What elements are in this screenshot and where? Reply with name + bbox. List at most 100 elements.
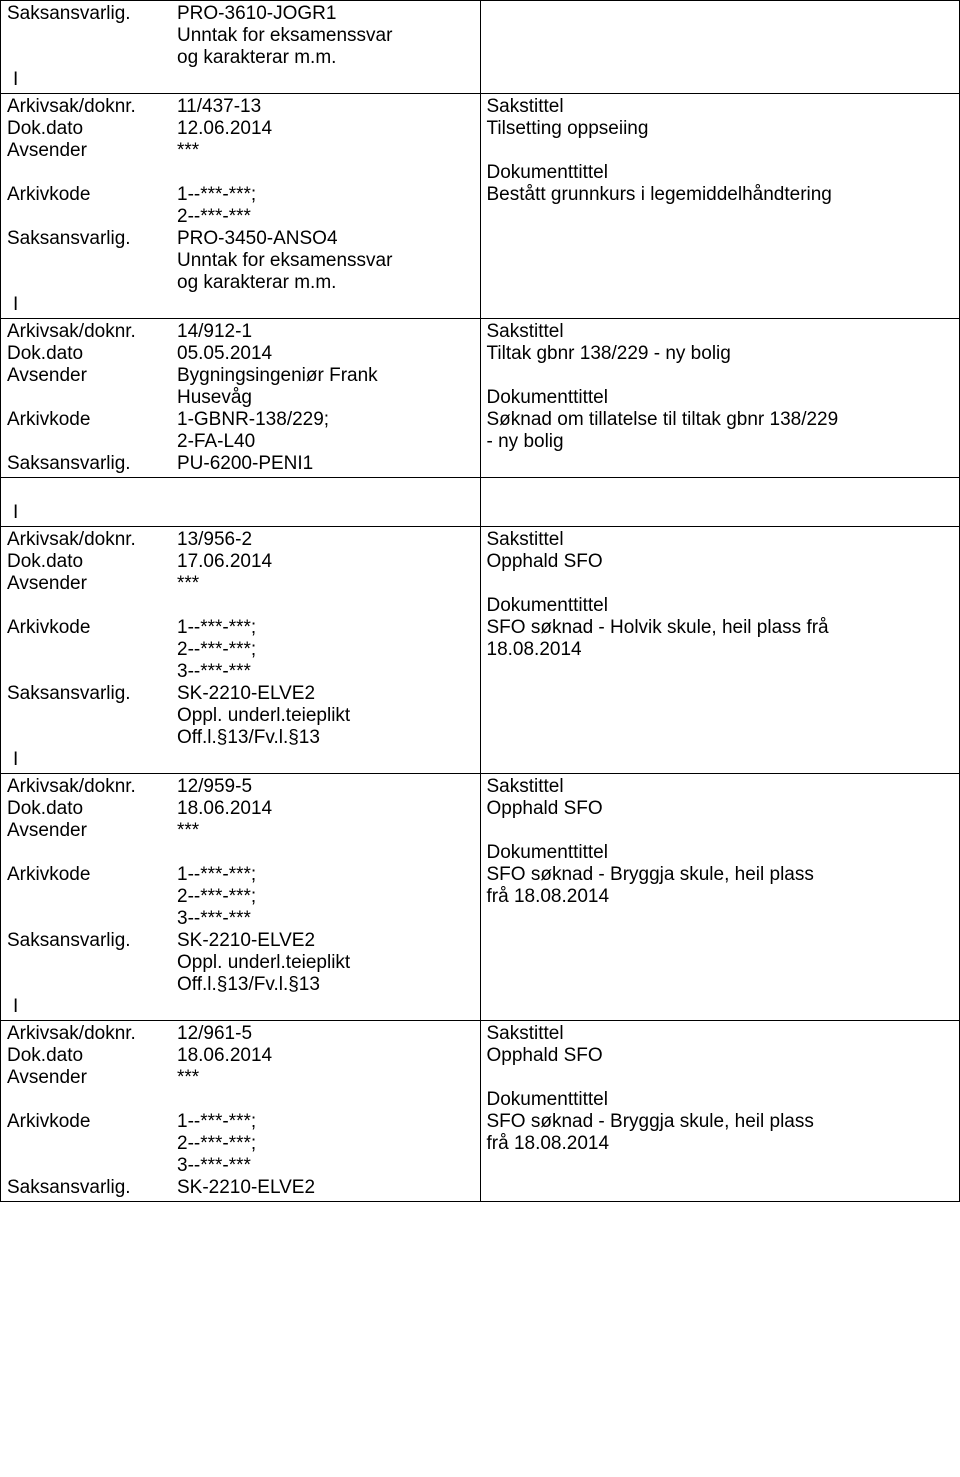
- dokumenttittel-label: Dokumenttittel: [487, 595, 954, 617]
- doktittel-line: frå 18.08.2014: [487, 886, 954, 908]
- post-line: Off.l.§13/Fv.l.§13: [177, 974, 320, 996]
- saksansvarlig-label: Saksansvarlig.: [7, 453, 177, 475]
- avsender-value: ***: [177, 820, 199, 842]
- I-marker: I: [7, 749, 474, 771]
- saksansvarlig-value: SK-2210-ELVE2: [177, 930, 315, 952]
- sakstittel-value: Tilsetting oppseiing: [487, 118, 954, 140]
- dokdato-value: 12.06.2014: [177, 118, 272, 140]
- record-0-pre-left: Saksansvarlig. PRO-3610-JOGR1 Unntak for…: [1, 1, 481, 94]
- dokdato-value: 05.05.2014: [177, 343, 272, 365]
- arkivsak-label: Arkivsak/doknr.: [7, 529, 177, 551]
- sakstittel-label: Sakstittel: [487, 776, 954, 798]
- arkivkode-value: 1--***-***;: [177, 1111, 256, 1133]
- dokdato-label: Dok.dato: [7, 798, 177, 820]
- post-line: Off.l.§13/Fv.l.§13: [177, 727, 320, 749]
- avsender-value: ***: [177, 1067, 199, 1089]
- arkivkode-label: Arkivkode: [7, 864, 177, 886]
- saksansvarlig-value: SK-2210-ELVE2: [177, 683, 315, 705]
- record-1-right: Sakstittel Tiltak gbnr 138/229 - ny boli…: [480, 319, 960, 478]
- arkivsak-value: 12/961-5: [177, 1023, 252, 1045]
- arkivsak-label: Arkivsak/doknr.: [7, 776, 177, 798]
- pre-line: Unntak for eksamenssvar: [177, 25, 392, 47]
- saksansvarlig-value: PRO-3450-ANSO4: [177, 228, 338, 250]
- arkivsak-label: Arkivsak/doknr.: [7, 96, 177, 118]
- arkivsak-value: 12/959-5: [177, 776, 252, 798]
- record-4-right: Sakstittel Opphald SFO Dokumenttittel SF…: [480, 1021, 960, 1202]
- sakstittel-label: Sakstittel: [487, 96, 954, 118]
- dokdato-label: Dok.dato: [7, 551, 177, 573]
- arkivkode-value: 3--***-***: [177, 908, 251, 930]
- arkivkode-label: Arkivkode: [7, 617, 177, 639]
- dokumenttittel-label: Dokumenttittel: [487, 1089, 954, 1111]
- avsender-value: Bygningsingeniør Frank: [177, 365, 378, 387]
- doktittel-line: SFO søknad - Bryggja skule, heil plass: [487, 1111, 954, 1133]
- arkivsak-value: 14/912-1: [177, 321, 252, 343]
- doktittel-line: Bestått grunnkurs i legemiddelhåndtering: [487, 184, 954, 206]
- post-line: og karakterar m.m.: [177, 272, 336, 294]
- post-line: Oppl. underl.teieplikt: [177, 952, 350, 974]
- doktittel-line: 18.08.2014: [487, 639, 954, 661]
- doktittel-line: frå 18.08.2014: [487, 1133, 954, 1155]
- avsender-value2: Husevåg: [177, 387, 252, 409]
- record-3-left: Arkivsak/doknr.12/959-5 Dok.dato18.06.20…: [1, 774, 481, 1021]
- arkivsak-label: Arkivsak/doknr.: [7, 1023, 177, 1045]
- document-table: Saksansvarlig. PRO-3610-JOGR1 Unntak for…: [0, 0, 960, 1202]
- dokdato-value: 17.06.2014: [177, 551, 272, 573]
- avsender-label: Avsender: [7, 573, 177, 595]
- arkivsak-value: 11/437-13: [177, 96, 261, 118]
- doktittel-line: SFO søknad - Bryggja skule, heil plass: [487, 864, 954, 886]
- dokumenttittel-label: Dokumenttittel: [487, 162, 954, 184]
- arkivkode-value: 2--***-***;: [177, 639, 256, 661]
- arkivkode-value: 1-GBNR-138/229;: [177, 409, 329, 431]
- dokdato-value: 18.06.2014: [177, 1045, 272, 1067]
- saksansvarlig-value: PRO-3610-JOGR1: [177, 3, 336, 25]
- saksansvarlig-label: Saksansvarlig.: [7, 683, 177, 705]
- arkivkode-label: Arkivkode: [7, 409, 177, 431]
- sakstittel-label: Sakstittel: [487, 321, 954, 343]
- sakstittel-label: Sakstittel: [487, 1023, 954, 1045]
- arkivsak-value: 13/956-2: [177, 529, 252, 551]
- arkivkode-value: 1--***-***;: [177, 864, 256, 886]
- sakstittel-label: Sakstittel: [487, 529, 954, 551]
- record-4-left: Arkivsak/doknr.12/961-5 Dok.dato18.06.20…: [1, 1021, 481, 1202]
- record-0-left: Arkivsak/doknr.11/437-13 Dok.dato12.06.2…: [1, 94, 481, 319]
- dokdato-label: Dok.dato: [7, 343, 177, 365]
- arkivkode-value: 1--***-***;: [177, 184, 256, 206]
- arkivkode-value: 1--***-***;: [177, 617, 256, 639]
- arkivkode-value: 2--***-***;: [177, 886, 256, 908]
- dokumenttittel-label: Dokumenttittel: [487, 387, 954, 409]
- saksansvarlig-label: Saksansvarlig.: [7, 228, 177, 250]
- avsender-value: ***: [177, 140, 199, 162]
- I-marker: I: [7, 69, 474, 91]
- post-line: Oppl. underl.teieplikt: [177, 705, 350, 727]
- saksansvarlig-label: Saksansvarlig.: [7, 3, 177, 25]
- sakstittel-value: Tiltak gbnr 138/229 - ny bolig: [487, 343, 954, 365]
- post-line: Unntak for eksamenssvar: [177, 250, 392, 272]
- arkivkode-value: 3--***-***: [177, 661, 251, 683]
- arkivsak-label: Arkivsak/doknr.: [7, 321, 177, 343]
- sakstittel-value: Opphald SFO: [487, 551, 954, 573]
- record-0-right: Sakstittel Tilsetting oppseiing Dokument…: [480, 94, 960, 319]
- sakstittel-value: Opphald SFO: [487, 1045, 954, 1067]
- avsender-label: Avsender: [7, 820, 177, 842]
- doktittel-line: - ny bolig: [487, 431, 954, 453]
- record-2-right: Sakstittel Opphald SFO Dokumenttittel SF…: [480, 527, 960, 774]
- dokumenttittel-label: Dokumenttittel: [487, 842, 954, 864]
- record-2-pre-right: [480, 478, 960, 527]
- saksansvarlig-label: Saksansvarlig.: [7, 1177, 177, 1199]
- avsender-label: Avsender: [7, 365, 177, 387]
- saksansvarlig-value: SK-2210-ELVE2: [177, 1177, 315, 1199]
- record-2-pre-left: I: [1, 478, 481, 527]
- sakstittel-value: Opphald SFO: [487, 798, 954, 820]
- I-marker: I: [7, 502, 474, 524]
- avsender-label: Avsender: [7, 1067, 177, 1089]
- dokdato-value: 18.06.2014: [177, 798, 272, 820]
- record-1-left: Arkivsak/doknr.14/912-1 Dok.dato05.05.20…: [1, 319, 481, 478]
- arkivkode-value: 2-FA-L40: [177, 431, 255, 453]
- arkivkode-value: 2--***-***;: [177, 1133, 256, 1155]
- doktittel-line: SFO søknad - Holvik skule, heil plass fr…: [487, 617, 954, 639]
- record-2-left: Arkivsak/doknr.13/956-2 Dok.dato17.06.20…: [1, 527, 481, 774]
- arkivkode-value: 2--***-***: [177, 206, 251, 228]
- record-3-right: Sakstittel Opphald SFO Dokumenttittel SF…: [480, 774, 960, 1021]
- avsender-value: ***: [177, 573, 199, 595]
